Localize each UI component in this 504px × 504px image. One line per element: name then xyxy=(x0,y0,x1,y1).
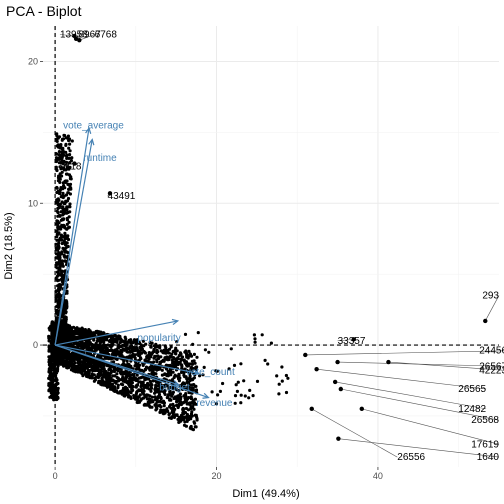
labeled-point xyxy=(338,386,344,392)
labeled-point xyxy=(351,337,356,342)
leader-line xyxy=(388,361,504,371)
plot-panel-background xyxy=(43,26,499,467)
axis-ticks: 0 20 40 0 10 20 xyxy=(28,56,383,481)
variable-label: runtime xyxy=(83,153,117,164)
leader-line xyxy=(337,361,504,367)
variable-arrowhead xyxy=(88,138,95,146)
labeled-point xyxy=(314,366,319,372)
labeled-point xyxy=(483,318,488,324)
labeled-point xyxy=(303,352,308,358)
labeled-points xyxy=(72,33,488,441)
x-tick-label: 0 xyxy=(53,471,58,481)
variable-vector xyxy=(54,139,93,346)
leader-line xyxy=(79,34,95,41)
variable-arrowhead xyxy=(202,392,210,399)
variable-label: vote_average xyxy=(63,120,124,131)
variable-arrowhead xyxy=(172,380,180,387)
leader-line xyxy=(59,34,75,37)
variable-vector xyxy=(54,344,209,399)
labeled-point xyxy=(335,359,340,365)
labeled-point xyxy=(332,379,338,385)
labeled-point xyxy=(359,406,364,412)
point-label: 1640 xyxy=(477,452,500,463)
leader-line xyxy=(59,163,75,167)
point-label: 6768 xyxy=(95,30,118,41)
labeled-point xyxy=(72,161,77,166)
leader-line xyxy=(316,368,487,390)
point-label: 13958 xyxy=(60,30,88,41)
variable-arrowhead xyxy=(85,126,92,135)
labeled-point xyxy=(77,37,82,43)
labeled-point xyxy=(386,359,391,365)
leader-line xyxy=(485,295,500,322)
chart-title: PCA - Biplot xyxy=(6,3,82,19)
point-cloud xyxy=(47,132,290,432)
variable-arrowhead xyxy=(171,318,180,326)
variable-label: vote_count xyxy=(186,367,235,378)
x-tick-label: 40 xyxy=(373,471,383,481)
variable-label: popularity xyxy=(137,333,180,344)
x-axis-label: Dim1 (49.4%) xyxy=(232,488,299,500)
leader-line xyxy=(335,381,487,410)
variable-label: budget xyxy=(159,383,190,394)
labeled-point xyxy=(336,436,341,441)
variable-vector xyxy=(54,320,178,346)
variable-arrowhead xyxy=(192,369,201,376)
point-label: 26568 xyxy=(471,415,499,426)
y-axis-label: Dim2 (18.5%) xyxy=(3,212,15,279)
point-label: 42223 xyxy=(479,366,504,377)
point-label: 24456 xyxy=(479,346,504,357)
point-label: 43491 xyxy=(108,191,136,202)
leader-line xyxy=(338,438,500,458)
variable-vector xyxy=(54,128,90,346)
label-leader-lines xyxy=(59,34,504,458)
y-tick-label: 0 xyxy=(33,340,38,350)
point-label: 26567 xyxy=(479,361,504,372)
variable-vectors xyxy=(54,126,210,399)
point-label: 17619 xyxy=(471,439,499,450)
reference-lines xyxy=(43,26,499,467)
leader-line xyxy=(361,408,500,445)
leader-line xyxy=(311,408,398,458)
point-label: 33357 xyxy=(338,336,366,347)
y-tick-label: 10 xyxy=(28,198,38,208)
point-label: 26565 xyxy=(458,384,486,395)
point-label: 9118 xyxy=(60,161,82,172)
variable-label: revenue xyxy=(196,398,233,409)
labeled-point xyxy=(107,191,113,196)
x-tick-label: 20 xyxy=(212,471,222,481)
point-cloud-dots xyxy=(47,132,290,432)
point-label: 26556 xyxy=(397,452,425,463)
point-label: 12482 xyxy=(458,404,486,415)
point-label: 8967 xyxy=(79,30,102,41)
leader-line xyxy=(337,339,354,342)
labeled-point xyxy=(309,406,314,412)
variable-vector xyxy=(54,344,199,375)
leader-line xyxy=(340,388,500,421)
point-label: 293 xyxy=(482,290,499,301)
leader-line xyxy=(305,350,504,356)
y-tick-label: 20 xyxy=(28,56,38,66)
